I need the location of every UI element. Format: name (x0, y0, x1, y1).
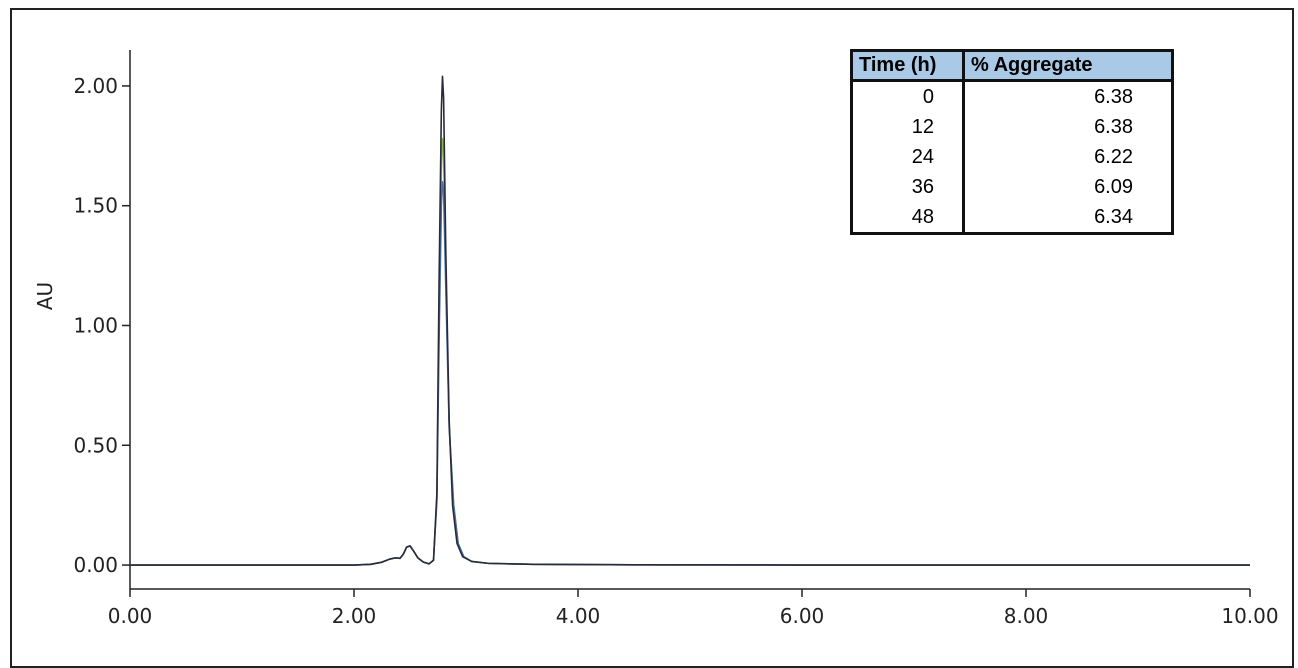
aggregate-table: Time (h) % Aggregate 0 6.38 12 6.38 24 6.22 36… (850, 49, 1174, 235)
x-tick-label: 2.00 (332, 604, 377, 628)
cell-aggregate: 6.09 (1094, 176, 1133, 198)
x-tick-label: 10.00 (1221, 604, 1278, 628)
table-header-row: Time (h) % Aggregate (851, 50, 1173, 82)
cell-time: 36 (851, 172, 965, 202)
series-line-1 (130, 75, 1250, 566)
cell-aggregate: 6.22 (1094, 146, 1133, 168)
x-tick-label: 6.00 (780, 604, 825, 628)
cell-time: 0 (851, 80, 965, 112)
cell-aggregate: 6.34 (1094, 206, 1133, 228)
x-tick-label: 0.00 (108, 604, 153, 628)
series-line-3 (130, 180, 1250, 566)
header-time: Time (h) (851, 50, 965, 82)
cell-time: 12 (851, 112, 965, 142)
y-axis-title: AU (33, 282, 57, 310)
y-ticks: 0.00 0.50 1.00 1.50 2.00 (73, 74, 130, 577)
table-row: 48 6.34 (851, 202, 1173, 234)
x-tick-label: 8.00 (1004, 604, 1049, 628)
table-row: 36 6.09 (851, 172, 1173, 202)
table-body: 0 6.38 12 6.38 24 6.22 36 6.09 48 6.34 (851, 80, 1173, 234)
cell-time: 48 (851, 202, 965, 234)
x-ticks: 0.00 2.00 4.00 6.00 8.00 10.00 (108, 589, 1279, 628)
cell-aggregate: 6.38 (1094, 116, 1133, 138)
axes (129, 50, 1250, 590)
header-aggregate: % Aggregate (963, 50, 1173, 82)
x-tick-label: 4.00 (556, 604, 601, 628)
cell-aggregate: 6.38 (1094, 86, 1133, 108)
table-row: 12 6.38 (851, 112, 1173, 142)
y-tick-label: 1.00 (73, 313, 118, 337)
table-row: 0 6.38 (851, 80, 1173, 112)
series-layer (130, 75, 1250, 566)
y-tick-label: 0.00 (73, 553, 118, 577)
chromatogram-chart: 0.00 0.50 1.00 1.50 2.00 0.00 2.00 4.00 6.00 8.0… (33, 50, 1279, 628)
cell-time: 24 (851, 142, 965, 172)
y-tick-label: 0.50 (73, 433, 118, 457)
y-tick-label: 1.50 (73, 194, 118, 218)
table-row: 24 6.22 (851, 142, 1173, 172)
y-tick-label: 2.00 (73, 74, 118, 98)
